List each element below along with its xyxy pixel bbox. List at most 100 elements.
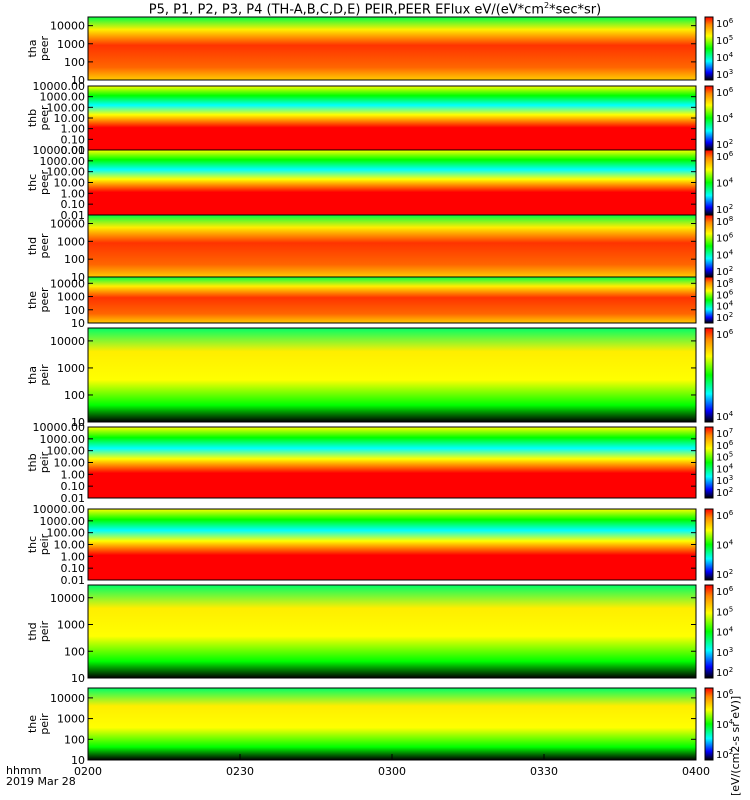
y-tick-label: 10000 bbox=[50, 592, 85, 605]
colorbar-tick-label: 106 bbox=[716, 439, 734, 452]
y-tick-label: 0.10 bbox=[61, 480, 86, 493]
y-tick-label: 100.00 bbox=[47, 445, 86, 458]
spectrogram-fill bbox=[88, 277, 696, 323]
y-tick-label: 100 bbox=[64, 56, 85, 69]
colorbar-unit-label: [eV/(cm2-s sr eV)] bbox=[729, 695, 742, 796]
colorbar-tick-label: 104 bbox=[716, 626, 734, 639]
spectrogram-panel-the-peir: 10 100 1000 10000 the peir 106 104 102 bbox=[26, 687, 734, 767]
spectrogram-panel-tha-peer: 10 100 1000 10000 tha peer 106 105 104 103 bbox=[26, 16, 734, 87]
y-tick-label: 1000 bbox=[57, 619, 85, 632]
spectrogram-fill bbox=[88, 150, 696, 215]
colorbar-tick-label: 106 bbox=[716, 688, 734, 701]
y-axis-label: tha bbox=[26, 366, 39, 384]
colorbar-tick-label: 104 bbox=[716, 112, 734, 125]
y-tick-label: 100 bbox=[64, 389, 85, 402]
spectrogram-panel-thc-peer: 0.010.101.0010.00100.001000.0010000.00th… bbox=[26, 144, 734, 222]
colorbar-tick-label: 106 bbox=[716, 509, 734, 522]
spectrogram-fill bbox=[88, 509, 696, 580]
colorbar-tick-label: 102 bbox=[716, 265, 733, 278]
panel-frame bbox=[87, 327, 697, 423]
y-tick-label: 0.10 bbox=[61, 562, 86, 575]
y-axis-label: tha bbox=[26, 39, 39, 57]
y-axis-label: thd bbox=[26, 622, 39, 640]
y-tick-label: 10000.00 bbox=[33, 144, 86, 157]
spectrogram-fill bbox=[88, 86, 696, 150]
y-axis-label: the bbox=[26, 715, 39, 733]
y-axis-label: peer bbox=[38, 287, 51, 313]
y-axis-label: peer bbox=[38, 36, 51, 62]
colorbar bbox=[704, 276, 714, 324]
y-tick-label: 1000.00 bbox=[40, 91, 86, 104]
y-axis-label: peir bbox=[38, 364, 51, 386]
y-tick-label: 1000.00 bbox=[40, 433, 86, 446]
colorbar-tick-label: 106 bbox=[716, 288, 734, 301]
time-unit-label: hhmm bbox=[6, 764, 42, 777]
spectrogram-panel-thb-peer: 0.010.101.0010.00100.001000.0010000.00th… bbox=[26, 80, 734, 157]
colorbar-tick-label: 105 bbox=[716, 605, 733, 618]
colorbar-tick-label: 103 bbox=[716, 646, 733, 659]
y-tick-label: 0.01 bbox=[61, 492, 86, 505]
colorbar bbox=[704, 426, 714, 499]
y-tick-label: 10000 bbox=[50, 335, 85, 348]
y-tick-label: 100.00 bbox=[47, 101, 86, 114]
y-tick-label: 10 bbox=[71, 416, 85, 429]
y-tick-label: 1000 bbox=[57, 291, 85, 304]
y-tick-label: 1.00 bbox=[61, 468, 86, 481]
y-tick-label: 1.00 bbox=[61, 550, 86, 563]
y-tick-label: 1000 bbox=[57, 362, 85, 375]
y-axis-label: thb bbox=[26, 453, 39, 471]
spectrogram-fill bbox=[88, 328, 696, 422]
spectrogram-panel-tha-peir: 10 100 1000 10000 tha peir 106 104 bbox=[26, 327, 734, 429]
y-tick-label: 0.10 bbox=[61, 198, 86, 211]
y-tick-label: 10 bbox=[71, 317, 85, 330]
y-tick-label: 10000 bbox=[50, 277, 85, 290]
colorbar bbox=[704, 214, 714, 278]
y-tick-label: 100 bbox=[64, 733, 85, 746]
y-tick-label: 10.00 bbox=[54, 457, 86, 470]
x-tick-label: 0300 bbox=[378, 765, 406, 778]
y-tick-label: 1000 bbox=[57, 235, 85, 248]
colorbar-tick-label: 106 bbox=[716, 86, 734, 99]
colorbar bbox=[704, 149, 714, 216]
spectrogram-fill bbox=[88, 585, 696, 678]
colorbar-tick-label: 106 bbox=[716, 232, 734, 245]
colorbar-tick-label: 102 bbox=[716, 568, 733, 581]
y-axis-label: thd bbox=[26, 237, 39, 255]
y-axis-label: peir bbox=[38, 533, 51, 555]
spectrogram-fill bbox=[88, 17, 696, 80]
y-axis-label: peer bbox=[38, 233, 51, 259]
y-tick-label: 10 bbox=[71, 754, 85, 767]
colorbar-tick-label: 108 bbox=[716, 277, 733, 290]
colorbar-tick-label: 102 bbox=[716, 666, 733, 679]
colorbar-tick-label: 103 bbox=[716, 68, 733, 81]
colorbar-tick-label: 103 bbox=[716, 474, 733, 487]
spectrogram-panel-thd-peer: 10 100 1000 10000 thd peer 108 106 104 102 bbox=[26, 214, 734, 284]
y-tick-label: 0.01 bbox=[61, 209, 86, 222]
y-tick-label: 10 bbox=[71, 672, 85, 685]
y-tick-label: 1000.00 bbox=[40, 155, 86, 168]
colorbar bbox=[704, 327, 714, 423]
colorbar-tick-label: 105 bbox=[716, 451, 733, 464]
spectrogram-fill bbox=[88, 427, 696, 498]
colorbar-tick-label: 102 bbox=[716, 311, 733, 324]
colorbar bbox=[704, 85, 714, 151]
y-tick-label: 100.00 bbox=[47, 166, 86, 179]
colorbar-tick-label: 102 bbox=[716, 486, 733, 499]
colorbar-tick-label: 104 bbox=[716, 248, 734, 261]
colorbar-tick-label: 104 bbox=[716, 177, 734, 190]
y-tick-label: 10000 bbox=[50, 692, 85, 705]
colorbar bbox=[704, 584, 714, 679]
x-tick-label: 0200 bbox=[74, 765, 102, 778]
colorbar-tick-label: 102 bbox=[716, 203, 733, 216]
y-tick-label: 1000 bbox=[57, 713, 85, 726]
y-tick-label: 1000 bbox=[57, 38, 85, 51]
y-tick-label: 0.10 bbox=[61, 133, 86, 146]
colorbar-tick-label: 104 bbox=[716, 718, 734, 731]
colorbar-tick-label: 102 bbox=[716, 138, 733, 151]
y-axis-label: thc bbox=[26, 536, 39, 553]
y-tick-label: 1000.00 bbox=[40, 515, 86, 528]
y-tick-label: 10.00 bbox=[54, 112, 86, 125]
